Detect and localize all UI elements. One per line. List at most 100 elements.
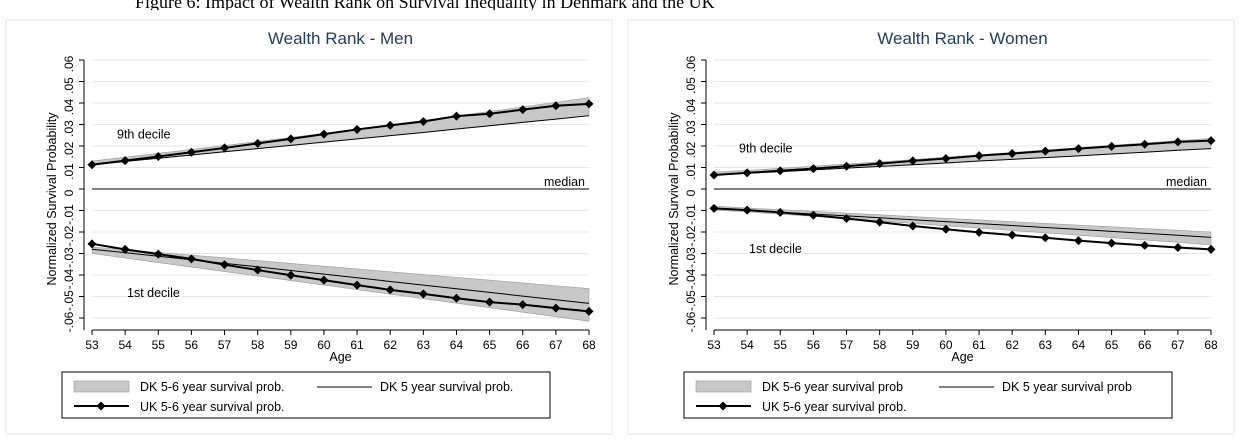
uk-marker — [808, 164, 818, 174]
x-tick-label: 61 — [972, 338, 986, 352]
uk-marker — [974, 151, 984, 161]
y-tick-label: -.02 — [684, 225, 698, 246]
annotation-median: median — [1166, 175, 1207, 189]
legend-box — [683, 371, 1173, 419]
uk-marker — [253, 138, 263, 148]
legend-label-dk-line: DK 5 year survival prob. — [380, 380, 513, 394]
x-tick-label: 68 — [1204, 338, 1218, 352]
annotation-9th-decile: 9th decile — [117, 128, 171, 142]
x-tick-label: 59 — [906, 338, 920, 352]
x-tick-label: 56 — [807, 338, 821, 352]
uk-marker — [1173, 242, 1183, 252]
y-tick-label: -.01 — [684, 204, 698, 225]
uk-marker — [1007, 149, 1017, 159]
uk-line-1st-decile — [713, 207, 1212, 251]
legend-label-dk-band: DK 5-6 year survival prob. — [140, 380, 285, 394]
band-1st-decile — [91, 246, 590, 322]
uk-marker — [153, 152, 163, 162]
uk-marker — [842, 213, 852, 223]
uk-marker — [742, 205, 752, 215]
chart-title: Wealth Rank - Women — [877, 29, 1047, 48]
chart-women: Wealth Rank - Women -.06-.05-.04-.03-.02-… — [627, 19, 1235, 435]
x-tick-label: 53 — [85, 338, 99, 352]
x-tick-label: 58 — [251, 338, 265, 352]
uk-marker — [1206, 244, 1216, 254]
y-tick-label: 0 — [684, 189, 698, 196]
x-tick-label: 54 — [740, 338, 754, 352]
y-tick-label: .06 — [62, 55, 76, 72]
uk-marker — [220, 143, 230, 153]
y-axis-label: Normalized Survival Probability — [45, 112, 59, 286]
uk-marker — [451, 293, 461, 303]
uk-marker — [1140, 139, 1150, 149]
y-tick-label: -.03 — [684, 247, 698, 268]
plot-region-frame — [5, 19, 613, 435]
uk-marker — [908, 221, 918, 231]
legend-label-uk-line: UK 5-6 year survival prob. — [140, 400, 285, 414]
uk-marker — [186, 147, 196, 157]
y-tick-label: .04 — [62, 98, 76, 115]
uk-marker — [253, 265, 263, 275]
uk-marker — [775, 207, 785, 217]
uk-marker — [974, 227, 984, 237]
y-tick-label: -.05 — [62, 290, 76, 311]
x-tick-label: 62 — [384, 338, 398, 352]
x-tick-label: 60 — [939, 338, 953, 352]
uk-marker — [875, 217, 885, 227]
x-tick-label: 55 — [152, 338, 166, 352]
uk-marker — [584, 306, 594, 316]
uk-marker — [451, 111, 461, 121]
legend-label-dk-line: DK 5 year survival prob — [1002, 380, 1132, 394]
annotation-1st-decile: 1st decile — [749, 242, 802, 256]
uk-marker — [485, 297, 495, 307]
uk-marker — [286, 270, 296, 280]
y-tick-label: .01 — [62, 163, 76, 180]
x-tick-label: 65 — [483, 338, 497, 352]
y-tick-label: .05 — [684, 77, 698, 94]
uk-marker — [1206, 136, 1216, 146]
annotation-1st-decile: 1st decile — [127, 286, 180, 300]
dk-line-9th-decile — [713, 148, 1212, 176]
uk-marker — [742, 168, 752, 178]
x-tick-label: 64 — [1072, 338, 1086, 352]
uk-marker — [352, 124, 362, 134]
uk-marker — [220, 260, 230, 270]
uk-marker — [842, 161, 852, 171]
uk-marker — [120, 156, 130, 166]
uk-marker — [709, 170, 719, 180]
x-tick-label: 62 — [1006, 338, 1020, 352]
uk-marker — [908, 156, 918, 166]
y-tick-label: .01 — [684, 163, 698, 180]
uk-marker — [485, 109, 495, 119]
y-tick-label: .05 — [62, 77, 76, 94]
uk-line-9th-decile — [713, 139, 1212, 177]
x-tick-label: 64 — [450, 338, 464, 352]
uk-marker — [1107, 238, 1117, 248]
x-tick-label: 65 — [1105, 338, 1119, 352]
y-tick-label: .03 — [684, 120, 698, 137]
uk-marker — [551, 303, 561, 313]
uk-marker — [709, 203, 719, 213]
legend-label-uk-line: UK 5-6 year survival prob. — [762, 400, 907, 414]
y-tick-label: -.06 — [684, 311, 698, 332]
uk-marker — [352, 280, 362, 290]
y-tick-label: .02 — [62, 141, 76, 158]
y-tick-label: -.05 — [684, 290, 698, 311]
x-tick-label: 53 — [707, 338, 721, 352]
x-tick-label: 59 — [284, 338, 298, 352]
uk-marker — [1040, 146, 1050, 156]
legend-band-swatch — [695, 380, 752, 393]
y-axis-label: Normalized Survival Probability — [667, 112, 681, 286]
y-tick-label: -.06 — [62, 311, 76, 332]
uk-marker — [87, 160, 97, 170]
uk-marker — [518, 300, 528, 310]
uk-marker — [418, 289, 428, 299]
uk-marker — [319, 129, 329, 139]
uk-marker — [941, 153, 951, 163]
y-tick-label: .03 — [62, 120, 76, 137]
y-tick-label: 0 — [62, 189, 76, 196]
uk-marker — [1040, 233, 1050, 243]
legend-uk-marker — [96, 401, 106, 411]
uk-marker — [319, 275, 329, 285]
y-tick-label: -.03 — [62, 247, 76, 268]
